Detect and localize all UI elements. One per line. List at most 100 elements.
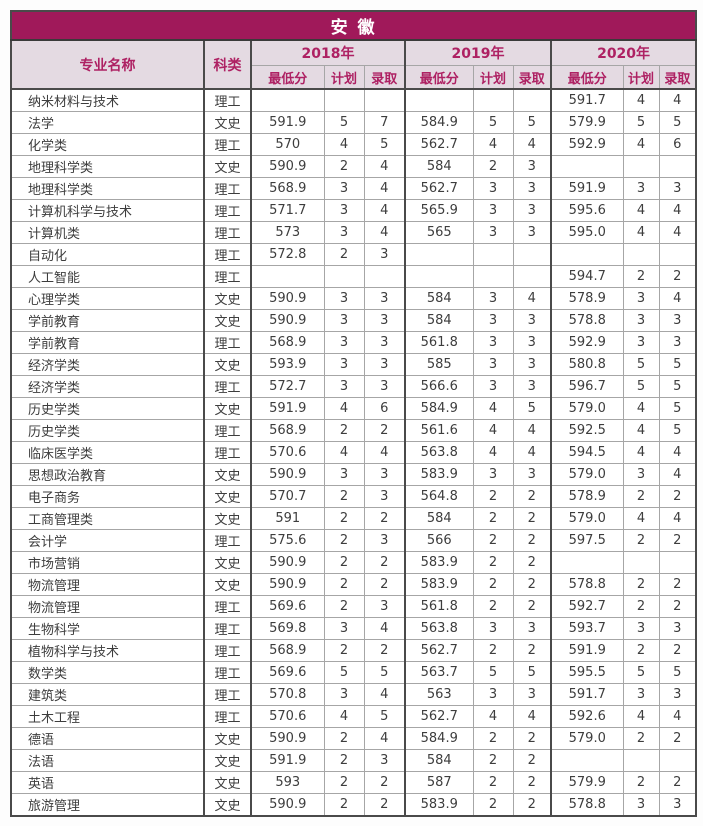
admitted-2020: 2 xyxy=(658,771,697,794)
admitted-2020: 4 xyxy=(658,221,697,244)
category: 理工 xyxy=(203,419,252,442)
table-row: 学前教育 文史 590.9 3 3 584 3 3 578.8 3 3 xyxy=(10,309,697,332)
category: 理工 xyxy=(203,683,252,706)
table-row: 法语 文史 591.9 2 3 584 2 2 xyxy=(10,749,697,772)
major-name: 历史学类 xyxy=(10,397,205,420)
minscore-2019: 583.9 xyxy=(404,463,474,486)
minscore-2019: 584 xyxy=(404,155,474,178)
admitted-2019: 2 xyxy=(512,595,552,618)
plan-2020: 2 xyxy=(622,639,660,662)
category: 文史 xyxy=(203,309,252,332)
minscore-2020: 579.0 xyxy=(550,463,624,486)
minscore-2018: 590.9 xyxy=(250,727,325,750)
admitted-2018: 4 xyxy=(363,199,406,222)
plan-2019: 3 xyxy=(472,617,514,640)
col-header-admitted-2018: 录取 xyxy=(363,65,406,90)
admitted-2020: 4 xyxy=(658,705,697,728)
category: 文史 xyxy=(203,287,252,310)
admitted-2019: 2 xyxy=(512,793,552,817)
table-row: 历史学类 理工 568.9 2 2 561.6 4 4 592.5 4 5 xyxy=(10,419,697,442)
admitted-2018: 3 xyxy=(363,287,406,310)
plan-2018: 2 xyxy=(323,639,365,662)
minscore-2018: 568.9 xyxy=(250,177,325,200)
minscore-2018 xyxy=(250,88,325,112)
plan-2019: 3 xyxy=(472,309,514,332)
major-name: 植物科学与技术 xyxy=(10,639,205,662)
major-name: 电子商务 xyxy=(10,485,205,508)
admitted-2018: 4 xyxy=(363,155,406,178)
admitted-2020: 3 xyxy=(658,177,697,200)
plan-2019: 4 xyxy=(472,133,514,156)
major-name: 人工智能 xyxy=(10,265,205,288)
plan-2018: 2 xyxy=(323,595,365,618)
admitted-2020: 2 xyxy=(658,595,697,618)
minscore-2019: 584.9 xyxy=(404,111,474,134)
plan-2019: 3 xyxy=(472,353,514,376)
admitted-2020: 2 xyxy=(658,727,697,750)
major-name: 德语 xyxy=(10,727,205,750)
table-row: 法学 文史 591.9 5 7 584.9 5 5 579.9 5 5 xyxy=(10,111,697,134)
category: 理工 xyxy=(203,639,252,662)
minscore-2019: 562.7 xyxy=(404,133,474,156)
plan-2018 xyxy=(323,265,365,288)
minscore-2018: 591 xyxy=(250,507,325,530)
plan-2018: 2 xyxy=(323,727,365,750)
minscore-2019: 584.9 xyxy=(404,397,474,420)
admitted-2019: 3 xyxy=(512,331,552,354)
table-row: 计算机类 理工 573 3 4 565 3 3 595.0 4 4 xyxy=(10,221,697,244)
admitted-2020: 5 xyxy=(658,353,697,376)
admitted-2019: 4 xyxy=(512,441,552,464)
admitted-2018: 4 xyxy=(363,221,406,244)
admitted-2020 xyxy=(658,749,697,772)
minscore-2019: 562.7 xyxy=(404,639,474,662)
plan-2019: 2 xyxy=(472,771,514,794)
minscore-2019 xyxy=(404,243,474,266)
admitted-2018: 3 xyxy=(363,463,406,486)
page-title: 安 徽 xyxy=(10,10,697,41)
major-name: 经济学类 xyxy=(10,353,205,376)
plan-2020: 4 xyxy=(622,199,660,222)
minscore-2020 xyxy=(550,155,624,178)
minscore-2018: 568.9 xyxy=(250,639,325,662)
table-row: 思想政治教育 文史 590.9 3 3 583.9 3 3 579.0 3 4 xyxy=(10,463,697,486)
plan-2018: 3 xyxy=(323,177,365,200)
minscore-2019: 584 xyxy=(404,749,474,772)
admitted-2019: 3 xyxy=(512,177,552,200)
admitted-2018: 2 xyxy=(363,507,406,530)
table-row: 人工智能 理工 594.7 2 2 xyxy=(10,265,697,288)
plan-2019: 2 xyxy=(472,793,514,817)
minscore-2018: 573 xyxy=(250,221,325,244)
table-row: 地理科学类 理工 568.9 3 4 562.7 3 3 591.9 3 3 xyxy=(10,177,697,200)
minscore-2018: 570 xyxy=(250,133,325,156)
admitted-2020 xyxy=(658,551,697,574)
category: 文史 xyxy=(203,749,252,772)
admitted-2018: 5 xyxy=(363,705,406,728)
minscore-2020: 579.0 xyxy=(550,727,624,750)
admitted-2019: 2 xyxy=(512,749,552,772)
minscore-2019: 563 xyxy=(404,683,474,706)
minscore-2020: 579.0 xyxy=(550,507,624,530)
plan-2020: 5 xyxy=(622,661,660,684)
major-name: 地理科学类 xyxy=(10,177,205,200)
minscore-2019: 583.9 xyxy=(404,793,474,817)
category: 文史 xyxy=(203,793,252,817)
minscore-2018: 590.9 xyxy=(250,287,325,310)
plan-2019: 5 xyxy=(472,661,514,684)
admitted-2018: 2 xyxy=(363,551,406,574)
plan-2019: 3 xyxy=(472,177,514,200)
minscore-2019: 566.6 xyxy=(404,375,474,398)
table-row: 纳米材料与技术 理工 591.7 4 4 xyxy=(10,88,697,112)
admitted-2020: 5 xyxy=(658,397,697,420)
plan-2018: 2 xyxy=(323,749,365,772)
admitted-2020: 2 xyxy=(658,573,697,596)
major-name: 学前教育 xyxy=(10,331,205,354)
minscore-2020: 578.8 xyxy=(550,793,624,817)
plan-2019: 4 xyxy=(472,705,514,728)
col-header-plan-2019: 计划 xyxy=(472,65,514,90)
admitted-2018: 3 xyxy=(363,749,406,772)
plan-2020: 2 xyxy=(622,727,660,750)
plan-2018: 3 xyxy=(323,287,365,310)
table-row: 旅游管理 文史 590.9 2 2 583.9 2 2 578.8 3 3 xyxy=(10,793,697,817)
table-row: 电子商务 文史 570.7 2 3 564.8 2 2 578.9 2 2 xyxy=(10,485,697,508)
